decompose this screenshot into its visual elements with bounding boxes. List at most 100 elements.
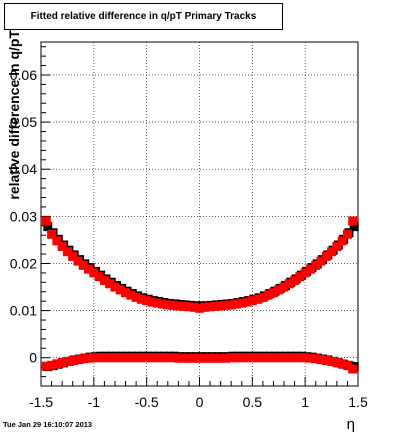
data-point — [279, 282, 289, 292]
data-point — [68, 356, 78, 366]
data-point — [84, 264, 94, 274]
data-point — [237, 353, 247, 363]
data-point — [327, 247, 337, 257]
data-point — [131, 353, 141, 363]
data-point — [84, 353, 94, 363]
data-point — [99, 275, 109, 285]
data-point — [94, 272, 104, 282]
data-point — [300, 353, 310, 363]
data-point — [342, 229, 352, 239]
data-point — [105, 279, 115, 289]
data-point — [337, 236, 347, 246]
data-point — [231, 299, 241, 309]
data-point — [290, 275, 300, 285]
data-point — [247, 296, 257, 306]
data-point — [253, 294, 263, 304]
data-point — [110, 353, 120, 363]
data-point — [68, 251, 78, 261]
y-tick-label: 0.04 — [10, 161, 37, 177]
data-point — [205, 302, 215, 312]
data-point — [279, 353, 289, 363]
data-point — [136, 294, 146, 304]
data-point — [78, 260, 88, 270]
data-point — [121, 353, 131, 363]
data-point — [57, 242, 67, 252]
y-tick-label: 0.01 — [10, 303, 37, 319]
data-point — [43, 222, 53, 232]
data-point — [231, 353, 241, 363]
data-point — [247, 353, 257, 363]
chart-title: Fitted relative difference in q/pT Prima… — [30, 11, 257, 22]
data-point — [152, 353, 162, 363]
y-tick-label: 0.05 — [10, 114, 37, 130]
data-point — [110, 282, 120, 292]
data-point — [242, 297, 252, 307]
data-point — [126, 290, 136, 300]
axis-labels: -1.5 -1 -0.5 0 0.5 1 1.5 0 0.01 0.02 0.03 0.04 0.05 0… — [6, 30, 368, 433]
data-point — [274, 285, 284, 295]
data-point — [316, 355, 326, 365]
y-tick-label: 0.02 — [10, 255, 37, 271]
data-point — [258, 292, 268, 302]
data-point — [195, 353, 204, 363]
data-point — [316, 256, 326, 266]
data-point — [210, 353, 220, 363]
data-point — [290, 353, 300, 363]
y-tick-label: 0.03 — [10, 208, 37, 224]
data-point — [327, 356, 337, 366]
data-point — [253, 353, 263, 363]
data-point — [216, 353, 226, 363]
data-point — [52, 236, 62, 246]
data-points — [41, 216, 359, 374]
data-point — [332, 242, 342, 252]
data-point — [221, 300, 231, 310]
data-point — [158, 299, 168, 309]
data-point — [142, 353, 152, 363]
data-point — [300, 268, 310, 278]
x-tick-label: -1 — [88, 394, 101, 410]
data-point — [73, 256, 83, 266]
axes — [40, 41, 359, 387]
data-point — [332, 357, 342, 367]
data-point — [62, 356, 72, 366]
data-point — [152, 298, 162, 308]
data-point — [200, 353, 210, 363]
data-point — [321, 356, 331, 366]
data-point — [295, 353, 305, 363]
data-point — [147, 353, 157, 363]
data-point — [348, 364, 358, 374]
data-point — [274, 353, 284, 363]
data-point — [41, 216, 51, 226]
data-point — [311, 260, 321, 270]
x-tick-label: 1.5 — [348, 394, 368, 410]
data-point — [305, 353, 315, 363]
data-point — [184, 302, 194, 312]
data-point — [305, 264, 315, 274]
x-tick-label: -0.5 — [135, 394, 159, 410]
data-point — [348, 216, 358, 226]
data-point — [216, 301, 226, 311]
data-point — [263, 290, 273, 300]
data-point — [57, 357, 67, 367]
data-point — [268, 288, 278, 298]
data-point — [342, 360, 352, 370]
data-point — [221, 353, 231, 363]
data-point — [142, 296, 152, 306]
data-point — [226, 353, 236, 363]
data-point — [184, 353, 194, 363]
data-point — [158, 353, 168, 363]
data-point — [89, 353, 99, 363]
data-point — [94, 353, 104, 363]
data-point — [200, 302, 210, 312]
data-point — [189, 302, 199, 312]
y-tick-label: 0 — [29, 350, 37, 366]
data-point — [115, 353, 125, 363]
x-tick-label: -1.5 — [29, 394, 53, 410]
data-point — [349, 222, 359, 232]
data-point — [311, 354, 321, 364]
data-point — [205, 353, 215, 363]
data-point — [73, 355, 83, 365]
data-point — [147, 297, 157, 307]
data-point — [263, 353, 273, 363]
